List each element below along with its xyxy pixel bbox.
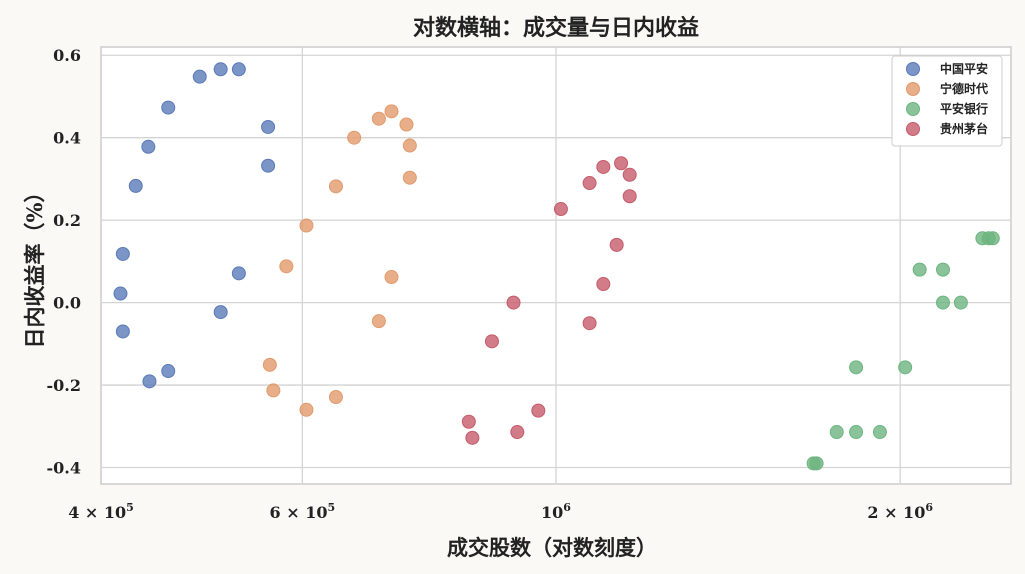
- data-point: [609, 237, 624, 252]
- data-point: [935, 295, 950, 310]
- data-point: [506, 295, 521, 310]
- data-point: [531, 403, 546, 418]
- legend-box: [891, 55, 1003, 147]
- legend-label: 贵州茅台: [940, 121, 988, 136]
- data-point: [261, 119, 276, 134]
- data-point: [299, 218, 314, 233]
- data-point: [384, 104, 399, 119]
- data-point: [266, 383, 281, 398]
- data-point: [935, 262, 950, 277]
- data-points: [113, 62, 1000, 471]
- data-point: [596, 159, 611, 174]
- y-axis-label: 日内收益率（%）: [22, 182, 47, 349]
- x-tick-base: 10: [541, 503, 563, 522]
- data-point: [161, 364, 176, 379]
- legend-marker: [906, 62, 920, 76]
- data-point: [384, 270, 399, 285]
- data-point: [484, 334, 499, 349]
- data-point: [328, 179, 343, 194]
- y-tick-label: 0.0: [53, 294, 81, 313]
- x-axis-label: 成交股数（对数刻度）: [447, 535, 657, 560]
- data-point: [465, 430, 480, 445]
- legend-marker: [906, 122, 920, 136]
- x-tick-mantissa: 4 × 10: [68, 503, 126, 522]
- x-tick-label: 2 × 106: [867, 501, 933, 522]
- data-point: [328, 390, 343, 405]
- data-point: [142, 374, 157, 389]
- data-point: [829, 425, 844, 440]
- data-point: [953, 295, 968, 310]
- y-axis-ticks: -0.4 -0.2 0.0 0.2 0.4 0.6: [47, 46, 81, 477]
- data-point: [141, 139, 156, 154]
- data-point: [128, 178, 143, 193]
- y-tick-label: 0.6: [53, 46, 81, 65]
- x-tick-exponent: 6: [563, 501, 571, 514]
- data-point: [849, 360, 864, 375]
- chart-title: 对数横轴：成交量与日内收益: [413, 15, 699, 41]
- data-point: [347, 130, 362, 145]
- y-tick-label: -0.4: [47, 459, 81, 478]
- data-point: [213, 305, 228, 320]
- data-point: [115, 324, 130, 339]
- data-point: [161, 100, 176, 115]
- data-point: [262, 357, 277, 372]
- data-point: [510, 425, 525, 440]
- data-point: [849, 425, 864, 440]
- y-tick-label: 0.4: [53, 129, 81, 148]
- x-tick-exponent: 6: [925, 501, 933, 514]
- data-point: [582, 176, 597, 191]
- data-point: [898, 360, 913, 375]
- legend-marker: [906, 82, 920, 96]
- x-tick-mantissa: 2 × 10: [867, 503, 925, 522]
- data-point: [213, 62, 228, 77]
- data-point: [872, 425, 887, 440]
- data-point: [622, 189, 637, 204]
- x-tick-exponent: 5: [327, 501, 335, 514]
- legend-label: 中国平安: [940, 61, 988, 76]
- data-point: [809, 456, 824, 471]
- x-tick-exponent: 5: [126, 501, 134, 514]
- data-point: [402, 138, 417, 153]
- data-point: [399, 117, 414, 132]
- data-point: [622, 167, 637, 182]
- data-point: [371, 111, 386, 126]
- data-point: [582, 316, 597, 331]
- data-point: [261, 158, 276, 173]
- data-point: [231, 266, 246, 281]
- legend-marker: [906, 102, 920, 116]
- data-point: [299, 402, 314, 417]
- legend-label: 平安银行: [940, 101, 988, 116]
- data-point: [912, 262, 927, 277]
- data-point: [461, 414, 476, 429]
- x-tick-label: 4 × 105: [68, 501, 134, 522]
- data-point: [553, 202, 568, 217]
- legend-label: 宁德时代: [940, 81, 988, 96]
- x-axis-ticks: 4 × 105 6 × 105 106 2 × 106: [68, 501, 933, 522]
- x-tick-mantissa: 6 × 10: [270, 503, 328, 522]
- data-point: [614, 156, 629, 171]
- data-point: [113, 286, 128, 301]
- y-tick-label: 0.2: [53, 211, 81, 230]
- x-tick-label: 106: [541, 501, 571, 522]
- y-tick-label: -0.2: [47, 376, 81, 395]
- data-point: [231, 62, 246, 77]
- data-point: [596, 277, 611, 292]
- data-point: [371, 314, 386, 329]
- data-point: [402, 170, 417, 185]
- data-point: [115, 246, 130, 261]
- x-tick-label: 6 × 105: [270, 501, 336, 522]
- data-point: [279, 259, 294, 274]
- data-point: [985, 231, 1000, 246]
- data-point: [192, 69, 207, 84]
